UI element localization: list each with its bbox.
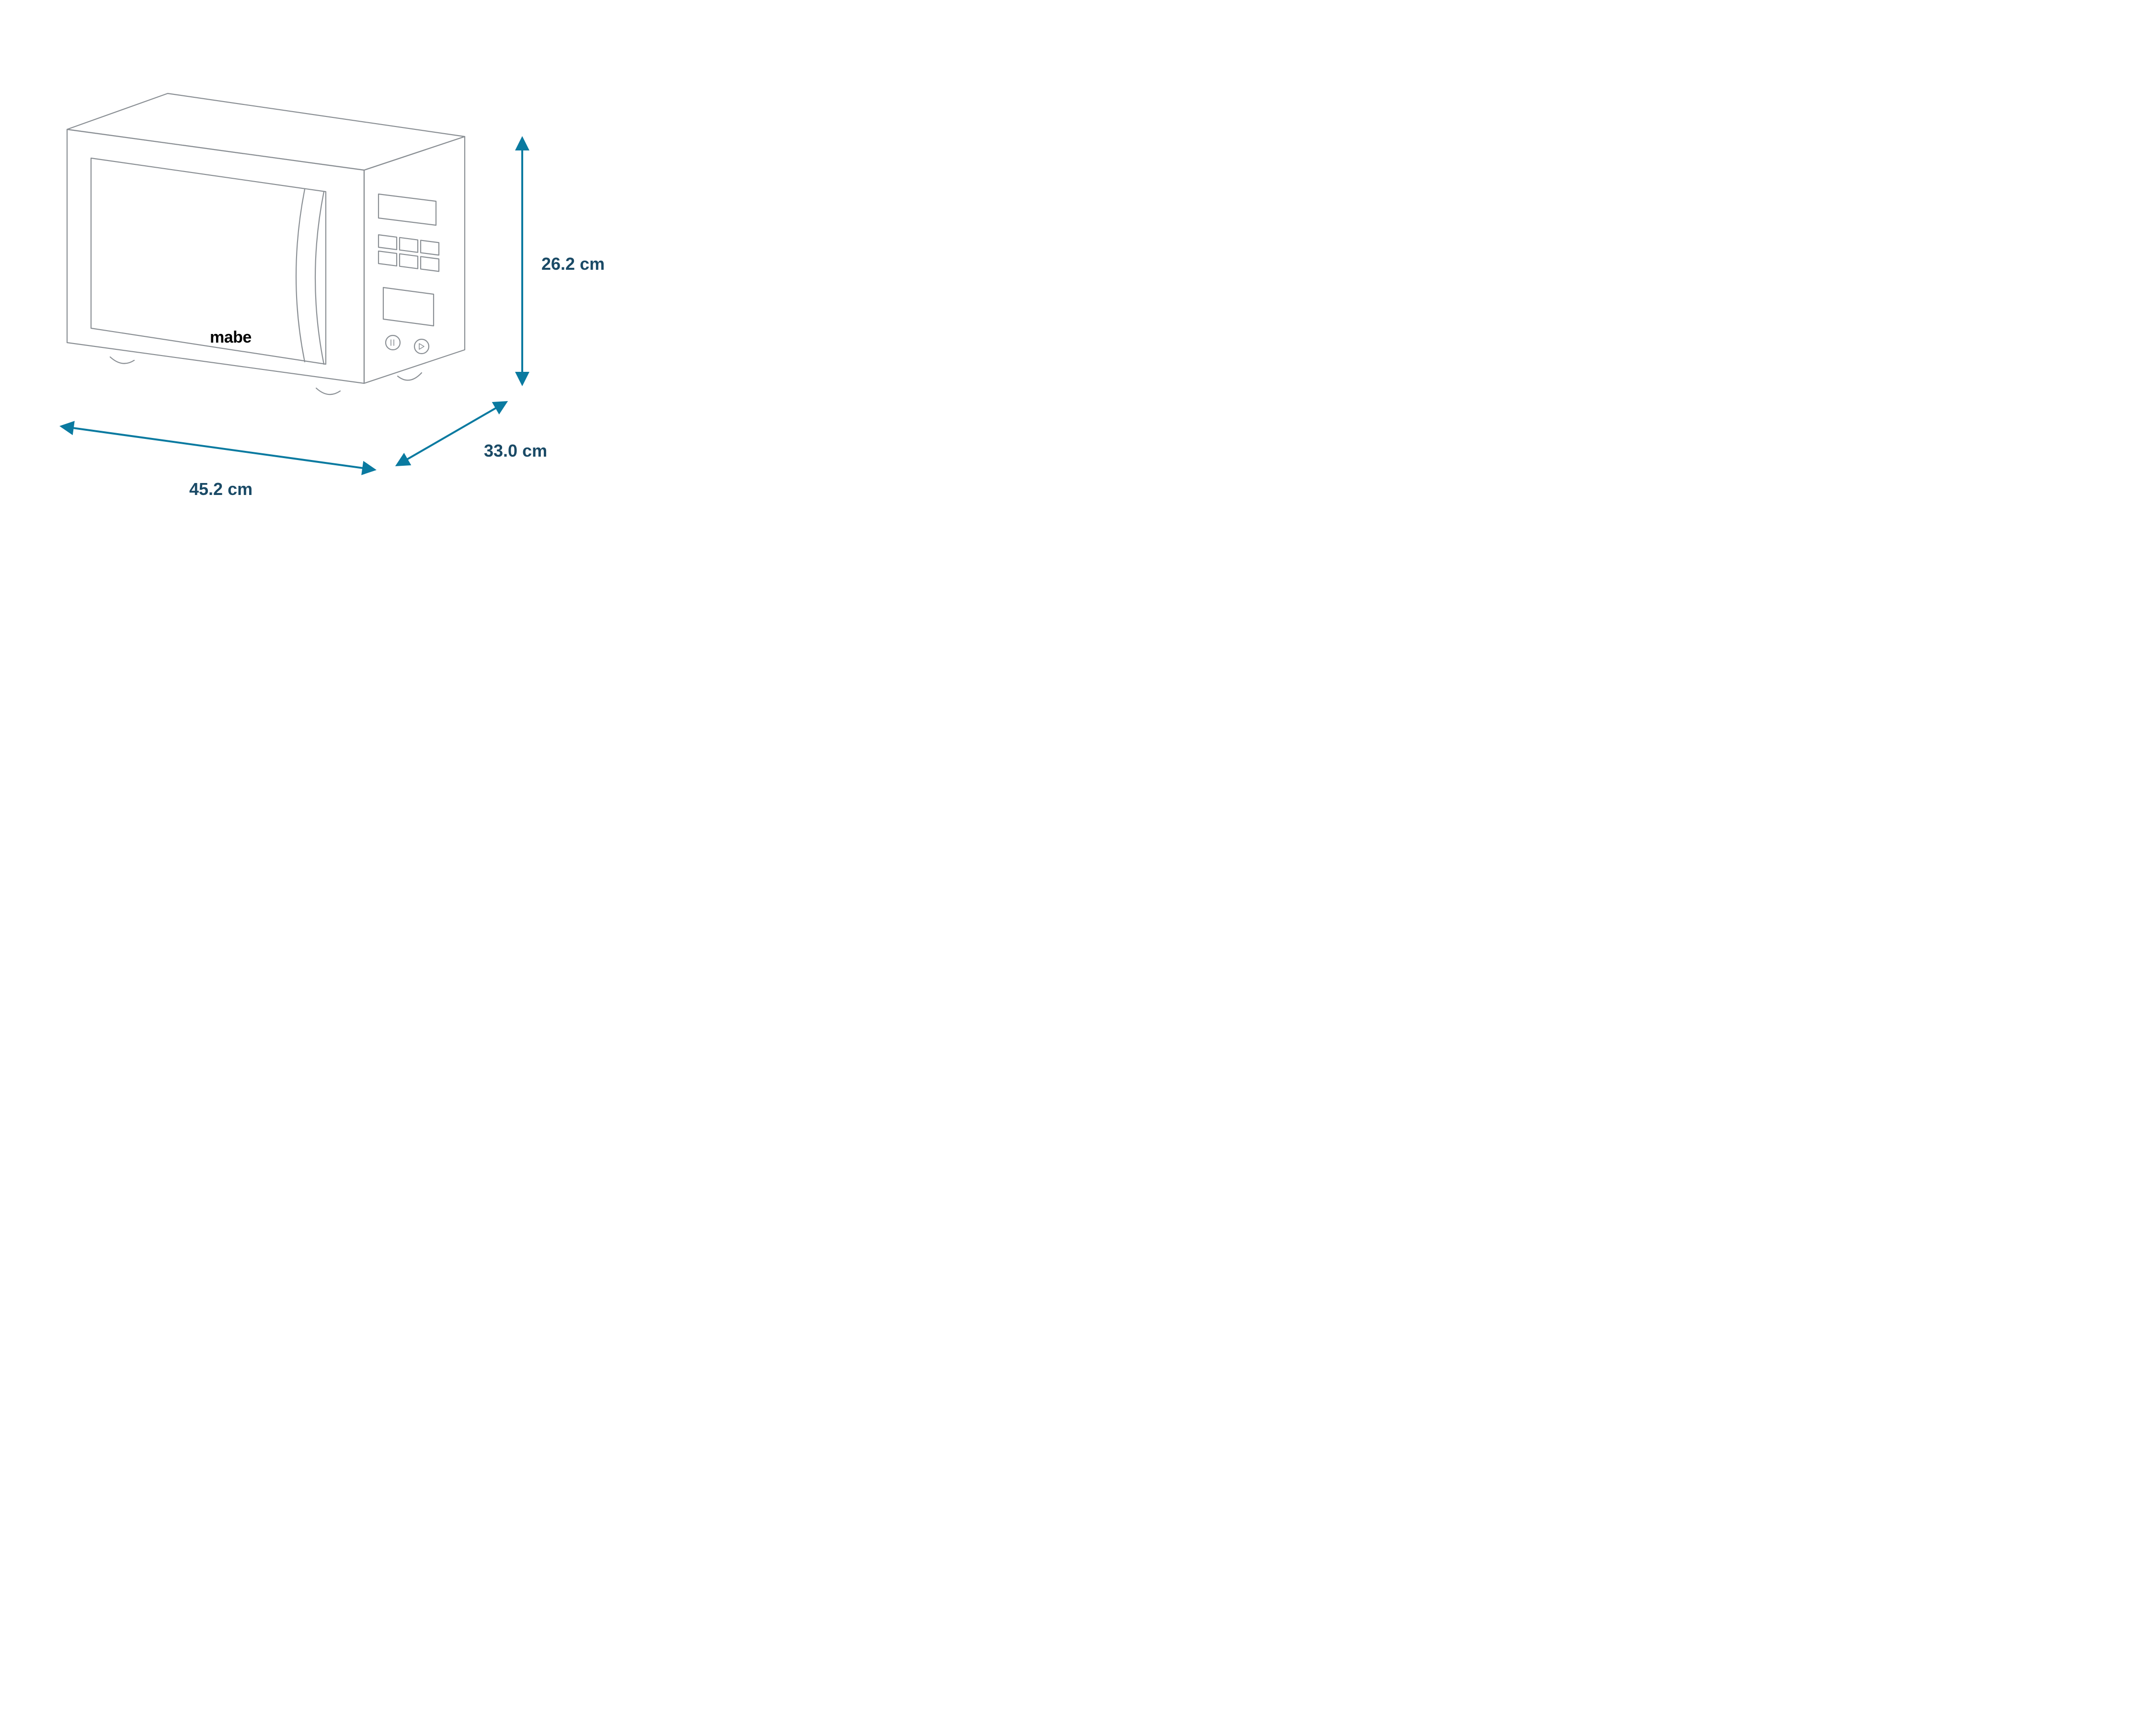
height-dimension-label: 26.2 cm bbox=[541, 254, 605, 274]
brand-logo-text: mabe bbox=[210, 328, 252, 347]
microwave-line-drawing bbox=[0, 0, 719, 575]
keypad-button bbox=[378, 235, 397, 250]
width-arrow bbox=[62, 426, 374, 470]
keypad-button bbox=[378, 251, 397, 266]
dimension-diagram: 45.2 cm 33.0 cm 26.2 cm mabe bbox=[0, 0, 719, 575]
microwave-outline bbox=[67, 93, 465, 394]
keypad-button bbox=[400, 254, 418, 269]
keypad-button bbox=[421, 240, 439, 255]
depth-dimension-label: 33.0 cm bbox=[484, 441, 547, 461]
dimension-arrows bbox=[62, 139, 522, 470]
width-dimension-label: 45.2 cm bbox=[189, 479, 252, 499]
keypad-button bbox=[400, 238, 418, 253]
keypad-button bbox=[421, 256, 439, 271]
button-grid bbox=[378, 235, 439, 271]
